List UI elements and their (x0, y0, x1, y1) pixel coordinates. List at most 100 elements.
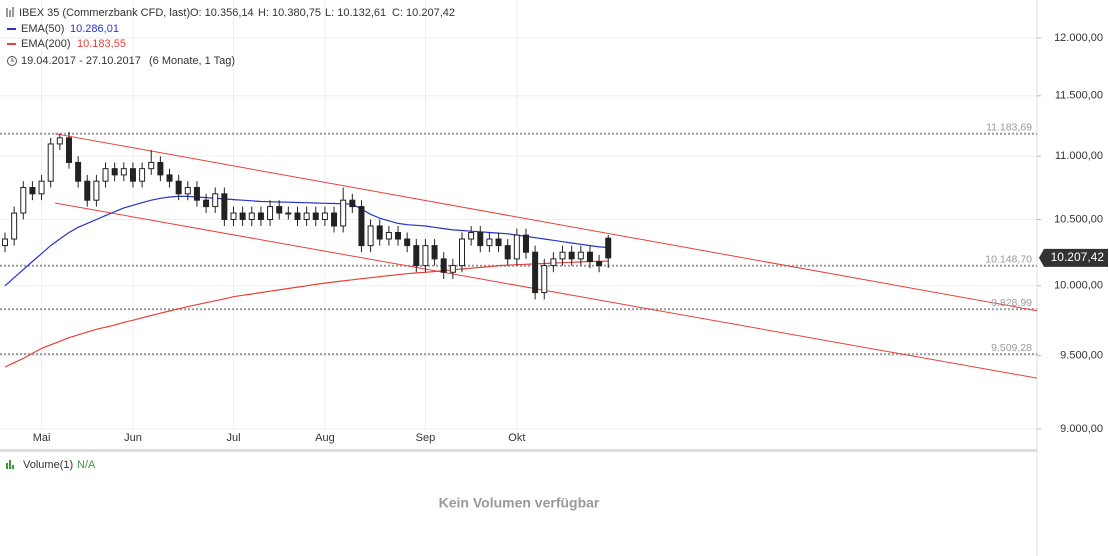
level-label: 9.509,28 (991, 342, 1032, 354)
candle-body (111, 168, 118, 176)
candle-body (385, 231, 392, 240)
y-tick-label: 10.000,00 (1054, 280, 1103, 292)
candle-body (577, 251, 584, 260)
x-tick-label: Jun (124, 432, 142, 444)
candle-body (605, 237, 612, 259)
candle-body (504, 245, 511, 260)
candle-body (413, 245, 420, 267)
candle-body (184, 186, 191, 195)
ohlc-label: C: 10.207,42 (392, 7, 455, 19)
candle-body (285, 212, 292, 215)
candle-body (248, 212, 255, 220)
legend-value: 10.183,55 (77, 38, 126, 50)
volume-header (0, 455, 126, 472)
candle-body (367, 225, 374, 247)
candle-body (267, 206, 274, 220)
candle-body (47, 143, 54, 182)
y-tick-label: 9.500,00 (1060, 349, 1103, 361)
candle-body (550, 258, 557, 267)
candle-body (568, 251, 575, 260)
candle-body (468, 231, 475, 240)
price-tag (1039, 248, 1108, 267)
candle-body (422, 245, 429, 267)
candle-body (221, 193, 228, 220)
volume-value: N/A (77, 459, 96, 471)
candle-body (38, 180, 45, 195)
candle-body (203, 199, 210, 208)
level-label: 9.828,99 (991, 297, 1032, 309)
candle-body (56, 137, 63, 145)
candle-body (513, 234, 520, 260)
candle-body (449, 265, 456, 273)
candle-body (495, 238, 502, 247)
candle-body (532, 251, 539, 294)
candle-body (139, 168, 146, 182)
legend-value: 10.286,01 (70, 23, 119, 35)
candle-body (312, 212, 319, 220)
price-tag-label: 10.207,42 (1051, 250, 1105, 264)
candle-body (175, 180, 182, 195)
candle-body (166, 174, 173, 182)
candle-body (395, 231, 402, 240)
ohlc-label: L: 10.132,61 (325, 7, 386, 19)
icon (6, 7, 14, 17)
plot (0, 131, 1037, 379)
volume-title: Volume(1) (23, 459, 73, 471)
y-tick-label: 9.000,00 (1060, 423, 1103, 435)
candle-body (2, 238, 8, 247)
panel-divider (0, 449, 1037, 452)
clock-hand (11, 58, 14, 62)
y-tick-label: 11.500,00 (1055, 90, 1103, 102)
candle-body (459, 238, 465, 267)
candle-body (11, 212, 18, 240)
candle-body (93, 180, 100, 201)
candle-body (239, 212, 246, 220)
candle-body (541, 265, 548, 294)
candle-body (321, 212, 328, 220)
volume-panel: Volume(1) N/A Kein Volumen verfügbar (0, 455, 600, 511)
candle-body (75, 161, 82, 182)
y-tick-label: 10.500,00 (1054, 213, 1103, 225)
candle-body (129, 168, 136, 182)
x-tick-label: Aug (315, 432, 335, 444)
candle-body (120, 168, 127, 176)
candle-body (340, 199, 347, 227)
candle-body (331, 212, 338, 227)
grid (0, 0, 1037, 430)
legend: EMA(50) 10.286,01 EMA(200) 10.183,55 (7, 23, 126, 50)
candle-body (65, 137, 72, 163)
level-label: 11.183,69 (986, 122, 1032, 134)
candle-body (486, 238, 493, 247)
candle-body (431, 245, 438, 260)
y-tick-label: 12.000,00 (1054, 32, 1103, 44)
x-tick-label: Sep (416, 432, 436, 444)
axes: 9.000,00 9.500,00 10.000,00 10.500,00 11.000… (33, 32, 1108, 444)
candle-body (230, 212, 237, 220)
candle-body (276, 206, 283, 214)
volume-message: Kein Volumen verfügbar (439, 495, 600, 511)
ohlc-label: H: 10.380,75 (258, 7, 321, 19)
candle-body (157, 161, 164, 176)
date-range: 19.04.2017 - 27.10.2017 (21, 55, 141, 67)
candle-body (102, 168, 109, 182)
candle-body (596, 261, 603, 267)
candle-body (257, 212, 264, 220)
y-tick-label: 11.000,00 (1055, 150, 1103, 162)
x-tick-label: Jul (226, 432, 240, 444)
candle-body (440, 258, 447, 273)
x-tick-label: Mai (33, 432, 51, 444)
candle-body (586, 251, 593, 263)
candle-body (303, 212, 310, 220)
candle-body (148, 161, 155, 170)
candle-body (358, 206, 365, 247)
candle-body (212, 193, 219, 208)
candle-body (522, 234, 529, 253)
candle-body (29, 186, 36, 195)
candle-body (349, 199, 356, 208)
legend-name: EMA(50) (21, 23, 64, 35)
candle-body (84, 180, 91, 201)
candle-body (376, 225, 383, 240)
ohlc-label: O: 10.356,14 (190, 7, 254, 19)
